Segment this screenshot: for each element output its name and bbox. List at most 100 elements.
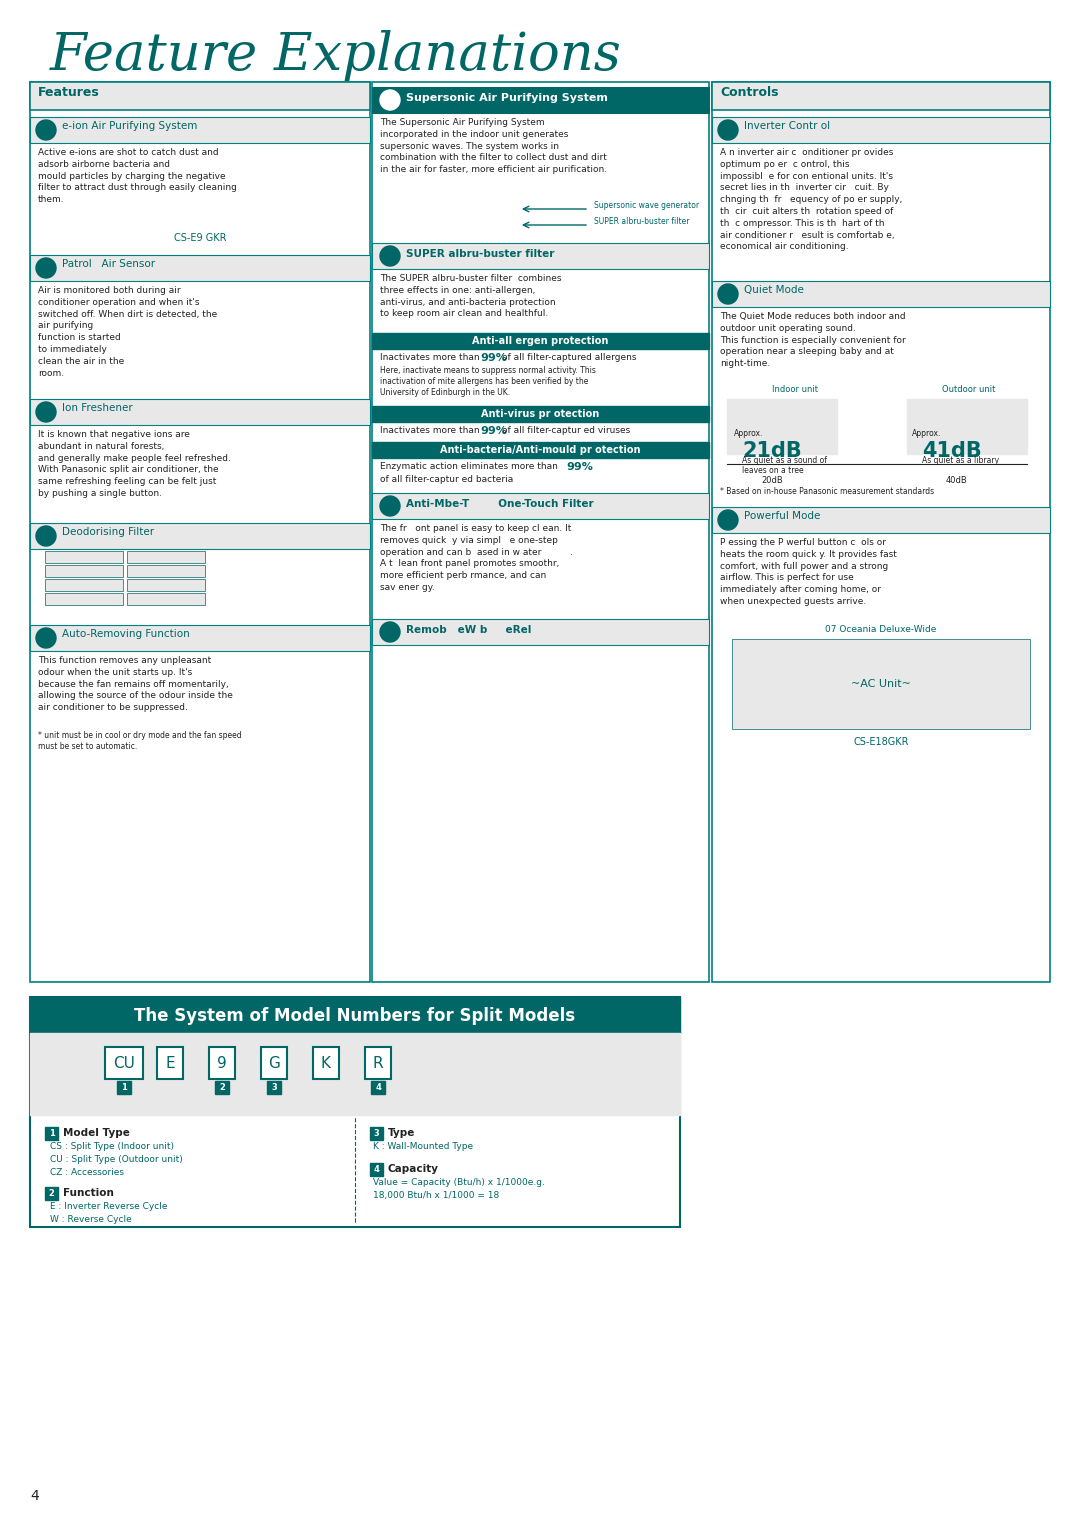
Text: The SUPER albru-buster filter  combines
three effects in one: anti-allergen,
ant: The SUPER albru-buster filter combines t… bbox=[380, 273, 562, 319]
Text: CZ : Accessories: CZ : Accessories bbox=[50, 1168, 124, 1177]
Text: Supersonic Air Purifying System: Supersonic Air Purifying System bbox=[406, 93, 608, 102]
Text: 18,000 Btu/h x 1/1000 = 18: 18,000 Btu/h x 1/1000 = 18 bbox=[373, 1191, 499, 1200]
Bar bbox=[30, 118, 370, 144]
Text: Approx.: Approx. bbox=[734, 429, 764, 438]
Text: E: E bbox=[165, 1055, 175, 1070]
Bar bbox=[372, 1081, 384, 1093]
Text: CU : Split Type (Outdoor unit): CU : Split Type (Outdoor unit) bbox=[50, 1154, 183, 1164]
Text: * Based on in-house Panasonic measurement standards: * Based on in-house Panasonic measuremen… bbox=[720, 487, 934, 496]
Bar bbox=[372, 82, 708, 982]
Text: SUPER albru-buster filter: SUPER albru-buster filter bbox=[594, 217, 689, 226]
Text: K : Wall-Mounted Type: K : Wall-Mounted Type bbox=[373, 1142, 473, 1151]
Text: Auto-Removing Function: Auto-Removing Function bbox=[62, 629, 190, 638]
Bar bbox=[210, 1048, 235, 1080]
Text: CS : Split Type (Indoor unit): CS : Split Type (Indoor unit) bbox=[50, 1142, 174, 1151]
Text: 21dB: 21dB bbox=[742, 441, 801, 461]
Bar bbox=[712, 82, 1050, 982]
Bar bbox=[45, 1186, 58, 1200]
Text: Inverter Contr ol: Inverter Contr ol bbox=[744, 121, 831, 131]
Circle shape bbox=[718, 510, 738, 530]
Text: W : Reverse Cycle: W : Reverse Cycle bbox=[50, 1215, 132, 1225]
Text: Outdoor unit: Outdoor unit bbox=[942, 385, 996, 394]
Text: Type: Type bbox=[388, 1128, 416, 1138]
Text: Patrol   Air Sensor: Patrol Air Sensor bbox=[62, 260, 156, 269]
Circle shape bbox=[36, 402, 56, 421]
Text: A n inverter air c  onditioner pr ovides
optimum po er  c ontrol, this
impossibl: A n inverter air c onditioner pr ovides … bbox=[720, 148, 903, 252]
Text: of all filter-captured allergens: of all filter-captured allergens bbox=[502, 353, 636, 362]
Text: SUPER albru-buster filter: SUPER albru-buster filter bbox=[406, 249, 554, 260]
Text: 4: 4 bbox=[30, 1489, 39, 1503]
Bar bbox=[30, 255, 370, 281]
Text: 20dB: 20dB bbox=[761, 476, 783, 486]
Bar bbox=[712, 281, 1050, 307]
Bar bbox=[261, 1048, 287, 1080]
Text: Capacity: Capacity bbox=[388, 1164, 438, 1174]
Bar bbox=[30, 82, 370, 110]
Bar bbox=[117, 1081, 131, 1093]
Bar bbox=[370, 1127, 383, 1141]
Bar bbox=[157, 1048, 183, 1080]
Bar bbox=[372, 618, 708, 644]
Bar bbox=[370, 1164, 383, 1176]
Bar bbox=[30, 399, 370, 425]
Bar bbox=[215, 1081, 229, 1093]
Bar bbox=[372, 493, 708, 519]
Text: of all filter-captur ed viruses: of all filter-captur ed viruses bbox=[502, 426, 631, 435]
Text: 1: 1 bbox=[49, 1128, 54, 1138]
Text: Indoor unit: Indoor unit bbox=[772, 385, 818, 394]
Text: Feature E​xplanations: Feature E​xplanations bbox=[50, 31, 622, 81]
Text: Approx.: Approx. bbox=[912, 429, 942, 438]
Text: * unit must be in cool or dry mode and the fan speed
must be set to automatic.: * unit must be in cool or dry mode and t… bbox=[38, 731, 242, 751]
Text: 3: 3 bbox=[271, 1083, 276, 1092]
Bar bbox=[127, 551, 205, 563]
Bar bbox=[127, 579, 205, 591]
Circle shape bbox=[36, 628, 56, 647]
Text: Inactivates more than: Inactivates more than bbox=[380, 426, 483, 435]
Bar bbox=[30, 524, 370, 550]
Text: 2: 2 bbox=[219, 1083, 225, 1092]
Text: E : Inverter Reverse Cycle: E : Inverter Reverse Cycle bbox=[50, 1202, 167, 1211]
Text: Anti-virus pr otection: Anti-virus pr otection bbox=[481, 409, 599, 418]
Text: 40dB: 40dB bbox=[946, 476, 968, 486]
Text: Powerful Mode: Powerful Mode bbox=[744, 512, 821, 521]
Text: This function removes any unpleasant
odour when the unit starts up. It's
because: This function removes any unpleasant odo… bbox=[38, 657, 233, 712]
Bar bbox=[712, 82, 1050, 110]
Bar bbox=[313, 1048, 339, 1080]
Text: 99%: 99% bbox=[566, 463, 593, 472]
Bar bbox=[45, 565, 123, 577]
Text: Features: Features bbox=[38, 86, 99, 99]
Bar bbox=[372, 406, 708, 421]
Text: Quiet Mode: Quiet Mode bbox=[744, 286, 804, 295]
Text: K: K bbox=[321, 1055, 330, 1070]
Circle shape bbox=[380, 496, 400, 516]
Text: 07 Oceania Deluxe-Wide: 07 Oceania Deluxe-Wide bbox=[825, 625, 936, 634]
Bar bbox=[267, 1081, 281, 1093]
Bar bbox=[30, 82, 370, 982]
Text: Here, inactivate means to suppress normal activity. This
inactivation of mite al: Here, inactivate means to suppress norma… bbox=[380, 366, 596, 397]
Text: Active e-ions are shot to catch dust and
adsorb airborne bacteria and
mould part: Active e-ions are shot to catch dust and… bbox=[38, 148, 237, 205]
Bar bbox=[127, 565, 205, 577]
Text: 41dB: 41dB bbox=[922, 441, 982, 461]
Text: R: R bbox=[373, 1055, 383, 1070]
Bar bbox=[45, 551, 123, 563]
Text: 99%: 99% bbox=[480, 353, 507, 363]
Text: As quiet as a sound of
leaves on a tree: As quiet as a sound of leaves on a tree bbox=[742, 457, 827, 475]
Circle shape bbox=[380, 621, 400, 641]
Bar bbox=[127, 592, 205, 605]
Text: 9: 9 bbox=[217, 1055, 227, 1070]
Text: Enzymatic action eliminates more than: Enzymatic action eliminates more than bbox=[380, 463, 561, 470]
Text: Air is monitored both during air
conditioner operation and when it's
switched of: Air is monitored both during air conditi… bbox=[38, 286, 217, 377]
Text: 1: 1 bbox=[121, 1083, 127, 1092]
Circle shape bbox=[380, 90, 400, 110]
Bar bbox=[712, 118, 1050, 144]
Text: Model Type: Model Type bbox=[63, 1128, 130, 1138]
Text: Remob   eW b     eRel: Remob eW b eRel bbox=[406, 625, 531, 635]
Text: 2: 2 bbox=[49, 1190, 54, 1199]
Text: The fr   ont panel is easy to keep cl ean. It
removes quick  y via simpl   e one: The fr ont panel is easy to keep cl ean.… bbox=[380, 524, 573, 592]
Circle shape bbox=[718, 121, 738, 140]
Bar bbox=[712, 507, 1050, 533]
Text: e-ion Air Purifying System: e-ion Air Purifying System bbox=[62, 121, 198, 131]
Text: 4: 4 bbox=[375, 1083, 381, 1092]
Text: The System of Model Numbers for Split Models: The System of Model Numbers for Split Mo… bbox=[134, 1006, 576, 1025]
Text: Controls: Controls bbox=[720, 86, 779, 99]
